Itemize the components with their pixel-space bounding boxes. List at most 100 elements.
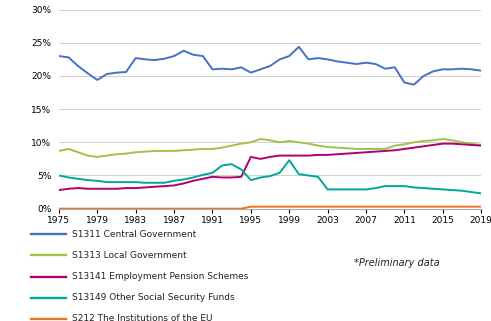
S13149 Other Social Security Funds bbox=[267, 174, 273, 178]
S212 The Institutions of the EU bbox=[113, 207, 119, 211]
Line: S1311 Central Government: S1311 Central Government bbox=[59, 47, 481, 85]
S1313 Local Government bbox=[373, 147, 379, 151]
S212 The Institutions of the EU bbox=[200, 207, 206, 211]
S1311 Central Government bbox=[181, 49, 187, 53]
S212 The Institutions of the EU bbox=[430, 205, 436, 209]
S1311 Central Government bbox=[373, 62, 379, 66]
S13141 Employment Pension Schemes bbox=[66, 187, 72, 191]
S13141 Employment Pension Schemes bbox=[257, 157, 263, 161]
S1313 Local Government bbox=[325, 145, 330, 149]
S13149 Other Social Security Funds bbox=[257, 176, 263, 179]
S212 The Institutions of the EU bbox=[104, 207, 110, 211]
S1311 Central Government bbox=[286, 54, 292, 58]
S1313 Local Government bbox=[478, 143, 484, 147]
S1313 Local Government bbox=[219, 146, 225, 150]
S13149 Other Social Security Funds bbox=[229, 162, 235, 166]
S13149 Other Social Security Funds bbox=[85, 178, 91, 182]
S13149 Other Social Security Funds bbox=[392, 184, 398, 188]
S13141 Employment Pension Schemes bbox=[305, 154, 311, 158]
S13149 Other Social Security Funds bbox=[162, 181, 167, 185]
S1311 Central Government bbox=[113, 71, 119, 74]
S212 The Institutions of the EU bbox=[238, 207, 244, 211]
S13141 Employment Pension Schemes bbox=[440, 142, 446, 145]
S1311 Central Government bbox=[66, 56, 72, 59]
S13141 Employment Pension Schemes bbox=[238, 175, 244, 179]
S13149 Other Social Security Funds bbox=[354, 187, 359, 191]
S212 The Institutions of the EU bbox=[210, 207, 216, 211]
S13141 Employment Pension Schemes bbox=[430, 143, 436, 147]
S13141 Employment Pension Schemes bbox=[56, 188, 62, 192]
S1313 Local Government bbox=[85, 154, 91, 158]
S13149 Other Social Security Funds bbox=[402, 184, 408, 188]
S212 The Institutions of the EU bbox=[459, 205, 465, 209]
S13149 Other Social Security Funds bbox=[373, 186, 379, 190]
S212 The Institutions of the EU bbox=[123, 207, 129, 211]
S1311 Central Government bbox=[75, 64, 81, 68]
S13141 Employment Pension Schemes bbox=[267, 155, 273, 159]
S1313 Local Government bbox=[162, 149, 167, 153]
S13141 Employment Pension Schemes bbox=[334, 152, 340, 156]
Text: S1313 Local Government: S1313 Local Government bbox=[73, 251, 187, 260]
S13149 Other Social Security Funds bbox=[219, 164, 225, 168]
S212 The Institutions of the EU bbox=[325, 205, 330, 209]
S1313 Local Government bbox=[354, 147, 359, 151]
S212 The Institutions of the EU bbox=[56, 207, 62, 211]
S1311 Central Government bbox=[162, 57, 167, 61]
S1311 Central Government bbox=[171, 54, 177, 58]
S13149 Other Social Security Funds bbox=[200, 173, 206, 177]
S212 The Institutions of the EU bbox=[257, 205, 263, 209]
S13149 Other Social Security Funds bbox=[421, 186, 427, 190]
S212 The Institutions of the EU bbox=[296, 205, 302, 209]
S1313 Local Government bbox=[229, 144, 235, 148]
S212 The Institutions of the EU bbox=[229, 207, 235, 211]
S1311 Central Government bbox=[296, 45, 302, 49]
S13149 Other Social Security Funds bbox=[56, 174, 62, 178]
S13149 Other Social Security Funds bbox=[382, 184, 388, 188]
S13141 Employment Pension Schemes bbox=[354, 151, 359, 155]
S1311 Central Government bbox=[411, 83, 417, 87]
S13149 Other Social Security Funds bbox=[478, 191, 484, 195]
S13141 Employment Pension Schemes bbox=[85, 187, 91, 191]
S13149 Other Social Security Funds bbox=[430, 187, 436, 191]
S1313 Local Government bbox=[296, 140, 302, 144]
S1313 Local Government bbox=[305, 142, 311, 145]
S1313 Local Government bbox=[142, 150, 148, 153]
S1313 Local Government bbox=[210, 147, 216, 151]
S13141 Employment Pension Schemes bbox=[459, 143, 465, 146]
S1311 Central Government bbox=[229, 67, 235, 71]
S212 The Institutions of the EU bbox=[191, 207, 196, 211]
S1313 Local Government bbox=[382, 147, 388, 151]
S1313 Local Government bbox=[56, 149, 62, 153]
S1313 Local Government bbox=[248, 140, 254, 144]
S13149 Other Social Security Funds bbox=[238, 168, 244, 171]
S13141 Employment Pension Schemes bbox=[152, 185, 158, 189]
S212 The Institutions of the EU bbox=[248, 205, 254, 209]
S1311 Central Government bbox=[56, 54, 62, 58]
S13141 Employment Pension Schemes bbox=[296, 154, 302, 158]
S1311 Central Government bbox=[440, 67, 446, 71]
S212 The Institutions of the EU bbox=[468, 205, 474, 209]
Text: *Preliminary data: *Preliminary data bbox=[354, 258, 439, 268]
S212 The Institutions of the EU bbox=[478, 205, 484, 209]
S1313 Local Government bbox=[191, 148, 196, 152]
S212 The Institutions of the EU bbox=[85, 207, 91, 211]
S13141 Employment Pension Schemes bbox=[325, 153, 330, 157]
S1313 Local Government bbox=[123, 152, 129, 155]
S1311 Central Government bbox=[104, 72, 110, 76]
S212 The Institutions of the EU bbox=[142, 207, 148, 211]
S212 The Institutions of the EU bbox=[162, 207, 167, 211]
S13149 Other Social Security Funds bbox=[459, 189, 465, 193]
S1311 Central Government bbox=[238, 65, 244, 69]
S13141 Employment Pension Schemes bbox=[248, 155, 254, 159]
S212 The Institutions of the EU bbox=[382, 205, 388, 209]
S13149 Other Social Security Funds bbox=[104, 180, 110, 184]
S1311 Central Government bbox=[459, 67, 465, 71]
S13149 Other Social Security Funds bbox=[152, 181, 158, 185]
S1313 Local Government bbox=[411, 140, 417, 144]
S13149 Other Social Security Funds bbox=[440, 187, 446, 191]
S1313 Local Government bbox=[133, 150, 138, 154]
S13141 Employment Pension Schemes bbox=[363, 150, 369, 154]
S212 The Institutions of the EU bbox=[392, 205, 398, 209]
S1311 Central Government bbox=[277, 57, 283, 61]
S13141 Employment Pension Schemes bbox=[421, 144, 427, 148]
